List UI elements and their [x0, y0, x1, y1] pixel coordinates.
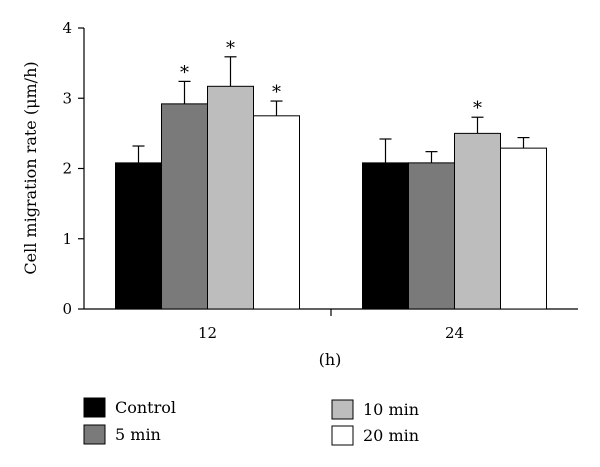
bar-20-min-24	[500, 147, 547, 310]
significance-star: *	[473, 98, 482, 119]
legend-label-5-min: 5 min	[115, 425, 161, 444]
bar-control-12	[115, 162, 162, 310]
legend: Control 5 min 10 min 20 min	[83, 397, 419, 446]
y-axis-title: Cell migration rate (μm/h)	[21, 61, 40, 274]
legend-swatch-control	[83, 397, 106, 418]
y-tick-label: 0	[62, 300, 72, 318]
bar-5-min-12	[161, 103, 208, 310]
y-tick-label: 3	[62, 89, 72, 107]
bar-10-min-12	[207, 85, 254, 310]
significance-markers: * * * *	[180, 38, 482, 119]
bars	[115, 85, 547, 310]
y-tick-label: 4	[62, 19, 72, 37]
significance-star: *	[180, 62, 189, 83]
x-tick-label: 12	[198, 324, 217, 342]
x-axis-title: (h)	[319, 350, 342, 369]
legend-swatch-5-min	[83, 424, 106, 445]
y-tick-label: 2	[62, 160, 72, 178]
legend-label-10-min: 10 min	[363, 400, 419, 419]
bar-5-min-24	[408, 162, 455, 310]
error-bars	[132, 56, 530, 163]
significance-star: *	[226, 38, 235, 59]
legend-label-20-min: 20 min	[363, 426, 419, 445]
bar-10-min-24	[454, 132, 501, 310]
bar-control-24	[362, 162, 409, 310]
bar-20-min-12	[253, 115, 300, 310]
legend-swatch-10-min	[331, 399, 354, 420]
legend-swatch-20-min	[331, 425, 354, 446]
y-tick-label: 1	[62, 230, 72, 248]
legend-label-control: Control	[115, 398, 176, 417]
x-tick-label: 24	[445, 324, 464, 342]
significance-star: *	[272, 82, 281, 103]
